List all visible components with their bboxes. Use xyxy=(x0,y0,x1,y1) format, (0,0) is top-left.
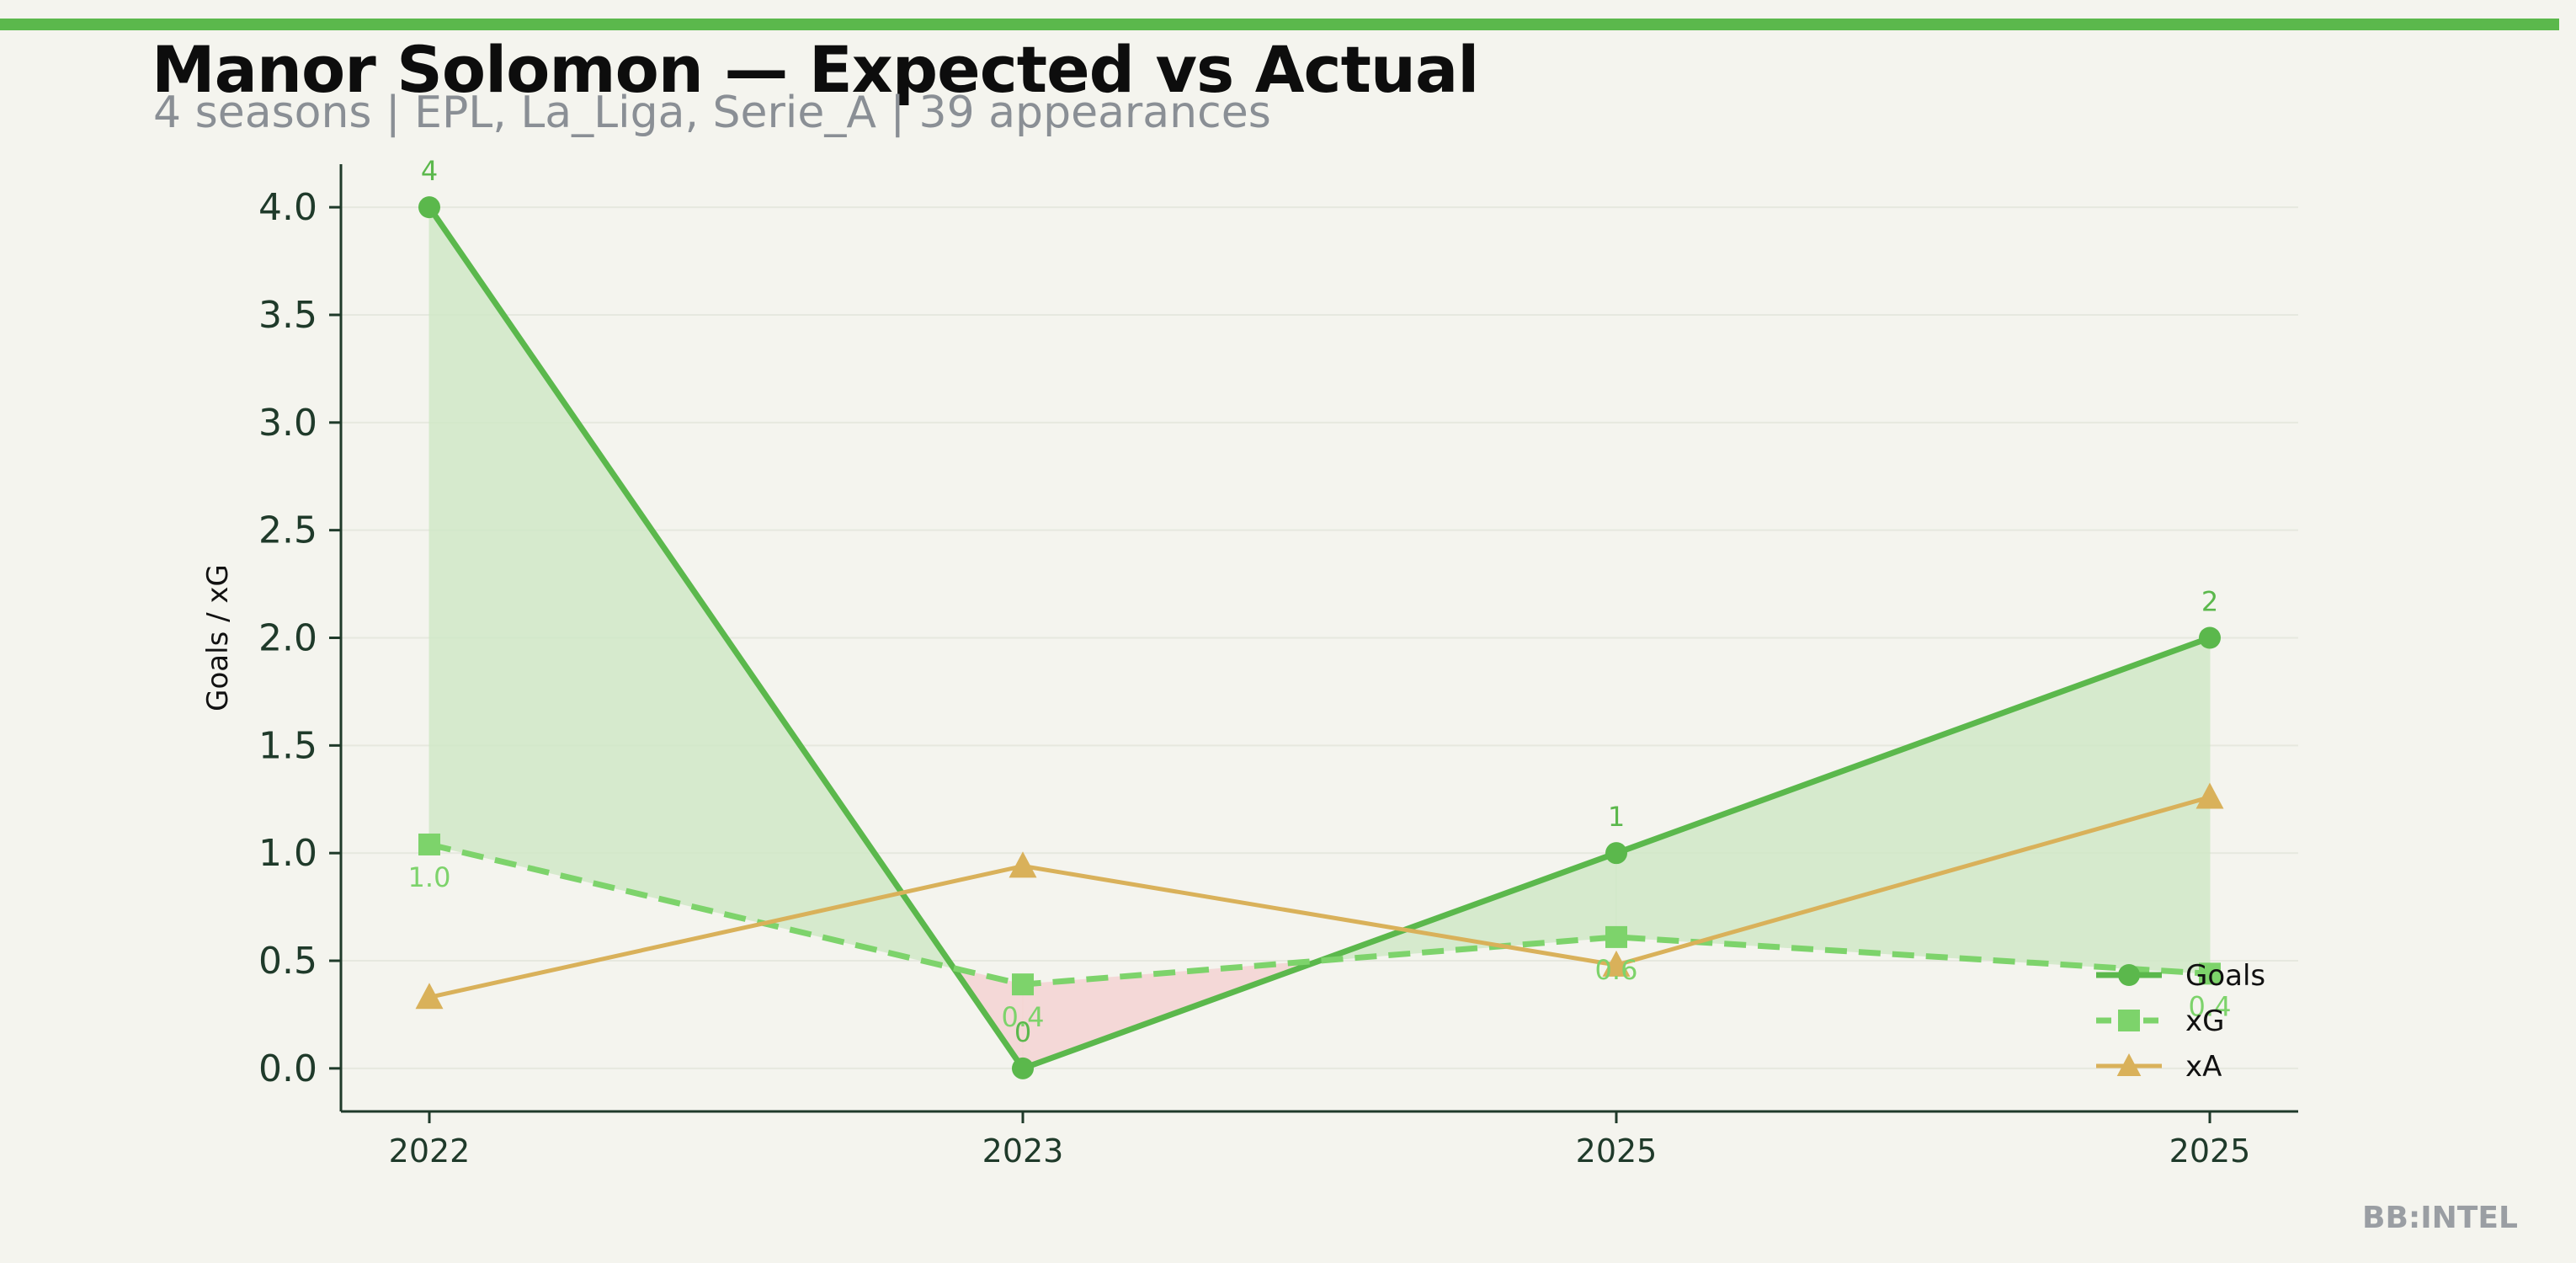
xg-label-2: 0.6 xyxy=(1595,954,1638,986)
goals-point-0 xyxy=(418,196,440,219)
goals-label-1: 0 xyxy=(1014,1016,1031,1048)
series-line-xg xyxy=(428,841,2211,988)
data-labels: 4 0 1 2 1.0 0.4 0.6 0.4 xyxy=(408,155,2232,1048)
x-tick-label-2: 2025 xyxy=(1576,1132,1658,1170)
xa-point-1 xyxy=(1009,851,1037,878)
y-tick-label-1: 0.5 xyxy=(258,940,317,983)
xg-label-1: 0.4 xyxy=(1002,1001,1045,1033)
xg-label-0: 1.0 xyxy=(408,861,451,893)
goals-label-3: 2 xyxy=(2201,586,2218,618)
xa-point-0 xyxy=(415,983,444,1010)
xg-point-0 xyxy=(418,833,440,855)
axes: 0.0 0.5 1.0 1.5 2.0 2.5 3.0 3.5 4.0 2022 2023 2025 2… xyxy=(201,164,2298,1170)
y-tick-label-2: 1.0 xyxy=(258,832,317,875)
xa-point-3 xyxy=(2195,782,2224,809)
series-line-xa xyxy=(428,795,2211,999)
goals-label-2: 1 xyxy=(1608,801,1625,833)
xg-point-3 xyxy=(2199,962,2221,985)
xa-point-2 xyxy=(1602,950,1631,977)
y-tick-label-0: 0.0 xyxy=(258,1047,317,1090)
legend: Goals xG xA xyxy=(2096,959,2265,1084)
x-tick-label-3: 2025 xyxy=(2169,1132,2251,1170)
xg-label-3: 0.4 xyxy=(2189,990,2232,1022)
y-tick-label-7: 3.5 xyxy=(258,294,317,337)
goals-point-3 xyxy=(2199,626,2221,649)
y-axis-label: Goals / xG xyxy=(201,564,235,711)
goals-point-1 xyxy=(1012,1057,1034,1079)
legend-label-goals: Goals xyxy=(2185,959,2265,993)
series-line-goals xyxy=(427,205,2211,1072)
chart-title: Manor Solomon — Expected vs Actual xyxy=(152,32,1479,107)
x-tick-label-0: 2022 xyxy=(389,1132,471,1170)
legend-label-xa: xA xyxy=(2185,1050,2222,1084)
y-tick-label-5: 2.5 xyxy=(258,509,317,552)
y-tick-label-6: 3.0 xyxy=(258,402,317,445)
goals-label-0: 4 xyxy=(421,155,438,187)
fill-area-2-0 xyxy=(1615,637,2211,974)
y-tick-label-8: 4.0 xyxy=(258,186,317,229)
legend-marker-goals xyxy=(2118,964,2140,986)
chart-subtitle: 4 seasons | EPL, La_Liga, Serie_A | 39 a… xyxy=(153,88,1271,138)
y-tick-label-3: 1.5 xyxy=(258,724,317,767)
xg-point-2 xyxy=(1605,925,1627,948)
legend-label-xg: xG xyxy=(2185,1005,2224,1038)
x-tick-label-1: 2023 xyxy=(982,1132,1064,1170)
legend-marker-xg xyxy=(2118,1010,2140,1031)
legend-marker-xa xyxy=(2116,1053,2142,1076)
brand-watermark: BB:INTEL xyxy=(2362,1201,2518,1235)
xg-point-1 xyxy=(1012,973,1034,996)
y-tick-label-4: 2.0 xyxy=(258,617,317,660)
top-accent-bar xyxy=(0,19,2559,30)
series-markers xyxy=(415,196,2224,1079)
goals-point-2 xyxy=(1605,842,1627,865)
series-lines xyxy=(427,205,2211,1072)
